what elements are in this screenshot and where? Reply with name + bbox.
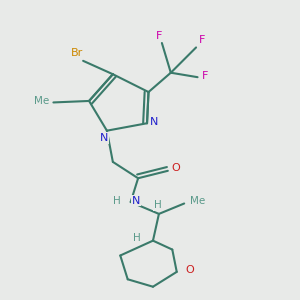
Text: F: F: [156, 31, 162, 40]
Text: N: N: [150, 117, 159, 127]
Text: N: N: [132, 196, 140, 206]
Text: Me: Me: [190, 196, 206, 206]
Text: O: O: [172, 163, 181, 173]
Text: H: H: [113, 196, 121, 206]
Text: O: O: [186, 266, 194, 275]
Text: Me: Me: [34, 96, 49, 106]
Text: H: H: [133, 233, 141, 243]
Text: N: N: [100, 133, 108, 143]
Text: F: F: [202, 71, 208, 81]
Text: H: H: [154, 200, 161, 210]
Text: F: F: [199, 35, 205, 45]
Text: Br: Br: [71, 48, 83, 59]
